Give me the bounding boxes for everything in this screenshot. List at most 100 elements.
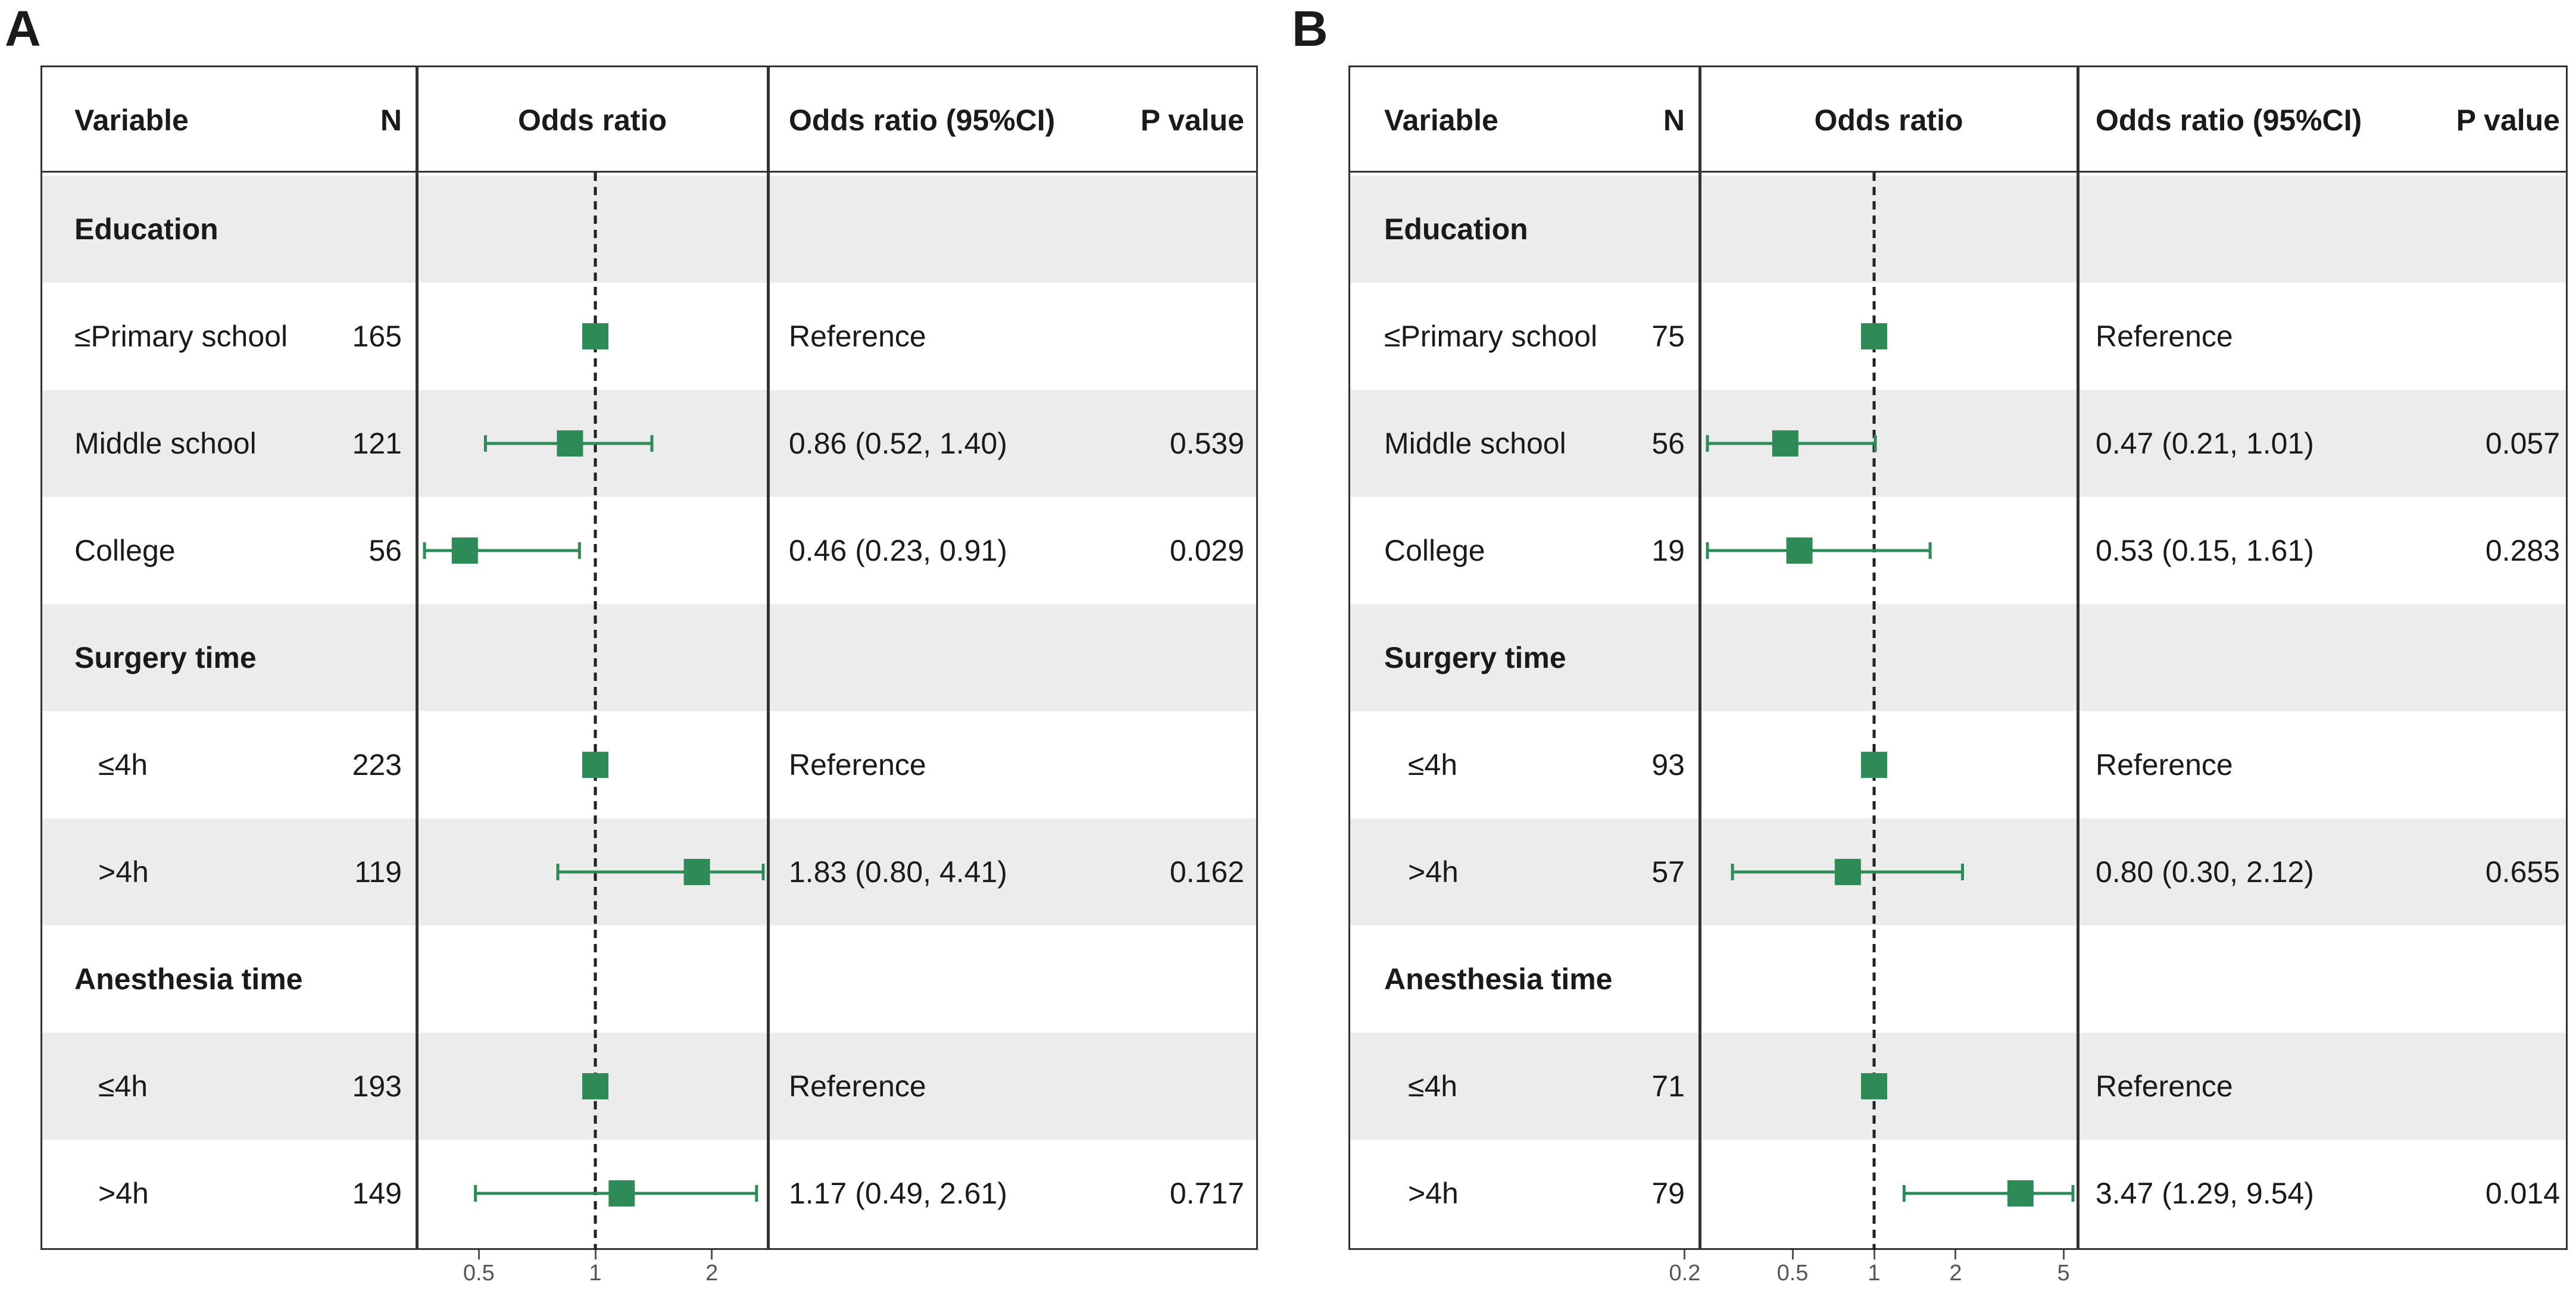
group-label: Anesthesia time [1384, 962, 1613, 996]
header-variable: Variable [74, 104, 189, 137]
n-value: 71 [1651, 1070, 1685, 1103]
row-band [42, 1033, 1256, 1140]
p-value: 0.029 [1169, 534, 1244, 567]
n-value: 121 [352, 427, 402, 460]
table-frame [40, 65, 1258, 1250]
axis-tick [711, 1250, 713, 1259]
variable-label: >4h [1408, 855, 1459, 889]
p-value: 0.539 [1169, 427, 1244, 460]
header-odds-ratio-ci: Odds ratio (95%CI) [789, 104, 1056, 137]
group-label: Anesthesia time [74, 962, 303, 996]
odds-ratio-ci-text: Reference [789, 748, 926, 782]
n-value: 149 [352, 1177, 402, 1210]
variable-label: ≤4h [98, 748, 148, 782]
column-divider [2077, 65, 2079, 1250]
axis-tick [1791, 1250, 1794, 1259]
odds-ratio-ci-text: 0.86 (0.52, 1.40) [789, 427, 1007, 460]
header-variable: Variable [1384, 104, 1498, 137]
axis-tick-label: 0.5 [1776, 1261, 1809, 1286]
odds-ratio-ci-text: 0.80 (0.30, 2.12) [2096, 855, 2314, 889]
group-label: Education [1384, 212, 1528, 246]
row-band [1350, 604, 2566, 711]
odds-ratio-point [1772, 430, 1798, 457]
axis-tick-label: 5 [2057, 1261, 2070, 1286]
odds-ratio-point [582, 323, 608, 349]
header-n: N [380, 104, 402, 137]
variable-label: ≤4h [1408, 748, 1458, 782]
column-divider [416, 65, 419, 1250]
odds-ratio-point [451, 537, 478, 564]
n-value: 223 [352, 748, 402, 782]
row-band [1350, 390, 2566, 497]
odds-ratio-ci-text: 0.46 (0.23, 0.91) [789, 534, 1007, 567]
odds-ratio-point [1861, 752, 1887, 778]
p-value: 0.717 [1169, 1177, 1244, 1210]
odds-ratio-ci-text: 1.83 (0.80, 4.41) [789, 855, 1007, 889]
n-value: 56 [1651, 427, 1685, 460]
odds-ratio-point [582, 1073, 608, 1099]
odds-ratio-ci-text: Reference [789, 320, 926, 353]
variable-label: >4h [98, 855, 149, 889]
axis-tick-label: 2 [1949, 1261, 1962, 1286]
n-value: 56 [369, 534, 402, 567]
panel-label: A [5, 1, 41, 57]
axis-tick [1954, 1250, 1957, 1259]
header-p-value: P value [2456, 104, 2560, 137]
group-label: Surgery time [74, 641, 257, 674]
odds-ratio-point [1861, 323, 1887, 349]
axis-tick [1873, 1250, 1875, 1259]
n-value: 165 [352, 320, 402, 353]
header-divider [40, 171, 1258, 173]
column-divider [767, 65, 770, 1250]
odds-ratio-ci-text: Reference [2096, 320, 2233, 353]
header-divider [1348, 171, 2568, 173]
odds-ratio-ci-text: 0.53 (0.15, 1.61) [2096, 534, 2314, 567]
column-divider [1698, 65, 1701, 1250]
panel-label: B [1292, 1, 1328, 57]
header-odds-ratio: Odds ratio [1814, 104, 1963, 137]
odds-ratio-point [1861, 1073, 1887, 1099]
axis-tick-label: 1 [589, 1261, 602, 1286]
p-value: 0.655 [2485, 855, 2560, 889]
odds-ratio-point [2007, 1180, 2034, 1206]
variable-label: ≤Primary school [1384, 320, 1598, 353]
odds-ratio-point [608, 1180, 635, 1206]
odds-ratio-ci-text: 1.17 (0.49, 2.61) [789, 1177, 1007, 1210]
group-label: Education [74, 212, 218, 246]
axis-tick [477, 1250, 480, 1259]
odds-ratio-ci-text: 3.47 (1.29, 9.54) [2096, 1177, 2314, 1210]
n-value: 93 [1651, 748, 1685, 782]
n-value: 75 [1651, 320, 1685, 353]
odds-ratio-ci-text: Reference [2096, 748, 2233, 782]
n-value: 19 [1651, 534, 1685, 567]
variable-label: College [1384, 534, 1485, 567]
variable-label: ≤Primary school [74, 320, 288, 353]
axis-tick [594, 1250, 597, 1259]
variable-label: Middle school [74, 427, 257, 460]
odds-ratio-point [582, 752, 608, 778]
variable-label: ≤4h [1408, 1070, 1458, 1103]
odds-ratio-point [557, 430, 583, 457]
row-band [42, 176, 1256, 283]
variable-label: >4h [1408, 1177, 1459, 1210]
header-n: N [1663, 104, 1685, 137]
header-odds-ratio-ci: Odds ratio (95%CI) [2096, 104, 2362, 137]
odds-ratio-point [683, 859, 710, 885]
p-value: 0.014 [2485, 1177, 2560, 1210]
odds-ratio-ci-text: Reference [2096, 1070, 2233, 1103]
variable-label: Middle school [1384, 427, 1566, 460]
variable-label: College [74, 534, 176, 567]
variable-label: ≤4h [98, 1070, 148, 1103]
axis-tick-label: 0.5 [463, 1261, 495, 1286]
group-label: Surgery time [1384, 641, 1566, 674]
odds-ratio-ci-text: 0.47 (0.21, 1.01) [2096, 427, 2314, 460]
odds-ratio-point [1834, 859, 1861, 885]
header-p-value: P value [1140, 104, 1244, 137]
axis-tick-label: 0.2 [1669, 1261, 1701, 1286]
axis-tick-label: 1 [1868, 1261, 1881, 1286]
n-value: 119 [354, 855, 402, 889]
